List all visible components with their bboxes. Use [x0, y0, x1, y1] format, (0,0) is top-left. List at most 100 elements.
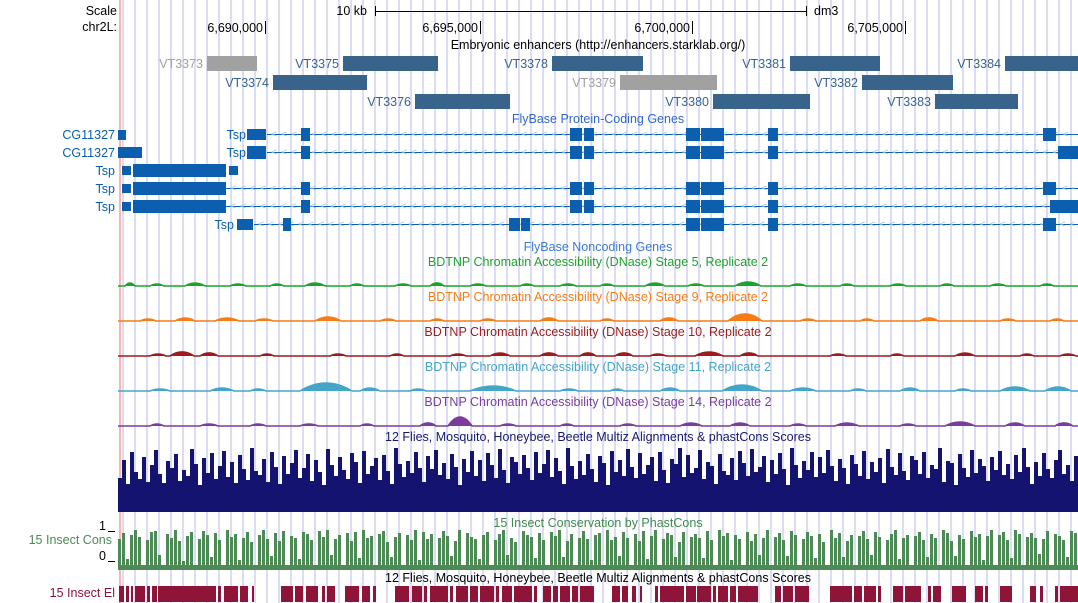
exon-block[interactable] — [1043, 128, 1056, 141]
bdtnp-title-0[interactable]: BDTNP Chromatin Accessibility (DNase) St… — [427, 255, 769, 269]
gene-label-CG11327: CG11327 — [62, 128, 115, 142]
exon-block[interactable] — [301, 128, 310, 141]
enhancer-label-VT3374: VT3374 — [225, 76, 269, 90]
exon-block[interactable] — [1050, 200, 1078, 213]
phastcons-axis-max: 1 — [99, 519, 106, 533]
exon-block[interactable] — [229, 166, 238, 175]
exon-block[interactable] — [509, 218, 520, 231]
phastcons-left-label[interactable]: 15 Insect Cons — [28, 533, 112, 547]
enhancer-label-VT3375: VT3375 — [295, 57, 339, 71]
gene-label-Tsp: Tsp — [214, 218, 234, 232]
exon-block[interactable] — [1043, 218, 1056, 231]
exon-block[interactable] — [768, 218, 778, 231]
bdtnp-signal-3[interactable] — [118, 382, 1078, 392]
exon-block[interactable] — [768, 200, 778, 213]
strand-direction-arrows: <<<<<<<<<<<<<<<<<<<<<<<<<<<<<<<<<<<<<<<<… — [230, 183, 1074, 194]
enhancer-VT3378[interactable] — [552, 56, 643, 71]
exon-block[interactable] — [283, 218, 291, 231]
exon-block[interactable] — [584, 200, 594, 213]
exon-block[interactable] — [1043, 182, 1056, 195]
coordinate-tick — [692, 21, 693, 34]
exon-block[interactable] — [247, 129, 266, 140]
exon-block[interactable] — [1058, 146, 1078, 159]
enhancer-VT3375[interactable] — [343, 56, 438, 71]
exon-block[interactable] — [570, 128, 582, 141]
exon-block[interactable] — [584, 146, 594, 159]
exon-block[interactable] — [118, 130, 126, 140]
enhancer-VT3374[interactable] — [273, 75, 367, 90]
insect-elements-track[interactable] — [119, 586, 1078, 602]
exon-block[interactable] — [122, 202, 131, 211]
enhancer-VT3381[interactable] — [790, 56, 880, 71]
exon-block[interactable] — [584, 128, 594, 141]
enhancer-VT3379[interactable] — [620, 75, 717, 90]
exon-block[interactable] — [133, 182, 226, 195]
enhancer-VT3373[interactable] — [207, 56, 257, 71]
coordinate-label: 6,705,000 — [847, 21, 903, 35]
enhancer-track-title[interactable]: Embryonic enhancers (http://enhancers.st… — [450, 38, 746, 52]
intron-line[interactable] — [267, 134, 1078, 135]
intron-line[interactable] — [267, 152, 1078, 153]
intron-line[interactable] — [226, 188, 1078, 189]
exon-block[interactable] — [686, 146, 700, 159]
exon-block[interactable] — [521, 218, 530, 231]
bdtnp-signal-2[interactable] — [118, 351, 1078, 357]
enhancer-VT3384[interactable] — [1005, 56, 1078, 71]
enhancer-label-VT3384: VT3384 — [957, 57, 1001, 71]
enhancer-VT3382[interactable] — [862, 75, 953, 90]
exon-block[interactable] — [686, 218, 700, 231]
exon-block[interactable] — [122, 166, 131, 175]
noncoding-genes-track-title[interactable]: FlyBase Noncoding Genes — [523, 240, 673, 254]
chromosome-label: chr2L: — [82, 20, 117, 34]
intron-line[interactable] — [226, 206, 1078, 207]
exon-block[interactable] — [570, 146, 582, 159]
enhancer-VT3380[interactable] — [713, 94, 810, 109]
bdtnp-signal-0[interactable] — [118, 281, 1078, 287]
coding-genes-track-title[interactable]: FlyBase Protein-Coding Genes — [511, 112, 685, 126]
exon-block[interactable] — [686, 200, 700, 213]
intron-line[interactable] — [254, 224, 1078, 225]
exon-block[interactable] — [701, 128, 724, 141]
exon-block[interactable] — [768, 146, 778, 159]
exon-block[interactable] — [301, 200, 310, 213]
exon-block[interactable] — [122, 184, 131, 193]
phastcons-axis-min: 0 — [99, 549, 106, 563]
exon-block[interactable] — [133, 164, 226, 177]
multiz-track-title[interactable]: 12 Flies, Mosquito, Honeybee, Beetle Mul… — [385, 430, 811, 444]
bdtnp-signal-1[interactable] — [118, 313, 1078, 322]
phastcons-track-title[interactable]: 15 Insect Conservation by PhastCons — [493, 516, 703, 530]
exon-block[interactable] — [701, 200, 724, 213]
exon-block[interactable] — [570, 182, 582, 195]
coordinate-tick — [265, 21, 266, 34]
multiz-elements-track-title[interactable]: 12 Flies, Mosquito, Honeybee, Beetle Mul… — [385, 571, 811, 585]
bdtnp-title-4[interactable]: BDTNP Chromatin Accessibility (DNase) St… — [424, 395, 772, 409]
bdtnp-title-1[interactable]: BDTNP Chromatin Accessibility (DNase) St… — [427, 290, 769, 304]
coordinate-label: 6,695,000 — [422, 21, 478, 35]
coordinate-tick — [905, 21, 906, 34]
exon-block[interactable] — [301, 182, 310, 195]
enhancer-VT3376[interactable] — [415, 94, 510, 109]
exon-block[interactable] — [584, 182, 594, 195]
bdtnp-title-2[interactable]: BDTNP Chromatin Accessibility (DNase) St… — [424, 325, 772, 339]
exon-block[interactable] — [768, 128, 778, 141]
bdtnp-title-3[interactable]: BDTNP Chromatin Accessibility (DNase) St… — [424, 360, 772, 374]
exon-block[interactable] — [768, 182, 778, 195]
bdtnp-signal-4[interactable] — [118, 416, 1078, 427]
exon-block[interactable] — [247, 146, 266, 159]
exon-block[interactable] — [118, 147, 142, 158]
exon-block[interactable] — [133, 200, 226, 213]
insect-elements-left-label[interactable]: 15 Insect El — [49, 586, 115, 600]
multiz-alignment-histogram[interactable] — [118, 448, 1078, 512]
enhancer-VT3383[interactable] — [935, 94, 1018, 109]
exon-block[interactable] — [237, 219, 253, 230]
exon-block[interactable] — [701, 146, 724, 159]
exon-block[interactable] — [701, 218, 724, 231]
scale-bar-label: 10 kb — [336, 4, 367, 18]
exon-block[interactable] — [686, 128, 700, 141]
exon-block[interactable] — [701, 182, 724, 195]
exon-block[interactable] — [686, 182, 700, 195]
exon-block[interactable] — [570, 200, 582, 213]
exon-block[interactable] — [301, 146, 310, 159]
phastcons-histogram[interactable] — [118, 530, 1078, 570]
